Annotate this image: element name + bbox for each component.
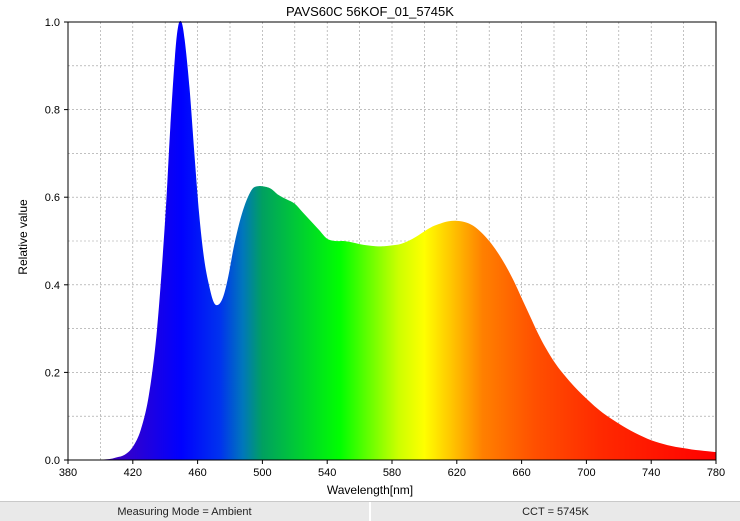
cct-status: CCT = 5745K <box>369 502 740 521</box>
x-tick-label: 740 <box>642 467 660 479</box>
x-tick-label: 500 <box>253 467 271 479</box>
y-tick-label: 0.4 <box>45 280 60 292</box>
chart-title: PAVS60C 56KOF_01_5745K <box>286 4 454 19</box>
x-tick-label: 620 <box>448 467 466 479</box>
y-axis-label: Relative value <box>16 199 30 275</box>
x-tick-label: 380 <box>59 467 77 479</box>
spectrum-area <box>68 20 716 461</box>
y-tick-label: 0.8 <box>45 105 60 117</box>
y-tick-label: 0.2 <box>45 367 60 379</box>
x-tick-label: 580 <box>383 467 401 479</box>
y-tick-label: 0.6 <box>45 192 60 204</box>
spectrum-chart: PAVS60C 56KOF_01_5745K 380 420 460 500 540 58… <box>16 4 725 497</box>
x-tick-label: 460 <box>188 467 206 479</box>
y-tick-label: 1.0 <box>45 17 60 29</box>
x-tick-label: 540 <box>318 467 336 479</box>
status-bar: Measuring Mode = Ambient CCT = 5745K <box>0 501 740 521</box>
measuring-mode-status: Measuring Mode = Ambient <box>117 505 252 518</box>
x-tick-label: 700 <box>577 467 595 479</box>
x-tick-label: 660 <box>512 467 530 479</box>
y-axis-ticks: 0.0 0.2 0.4 0.6 0.8 1.0 <box>45 17 68 467</box>
y-tick-label: 0.0 <box>45 455 60 467</box>
x-axis-ticks: 380 420 460 500 540 580 620 660 700 740 780 <box>59 460 725 479</box>
x-tick-label: 780 <box>707 467 725 479</box>
x-tick-label: 420 <box>124 467 142 479</box>
x-axis-label: Wavelength[nm] <box>327 483 413 497</box>
